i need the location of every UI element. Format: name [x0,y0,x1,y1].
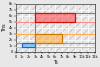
Y-axis label: Ths: Ths [2,23,7,32]
Polygon shape [35,34,62,43]
Polygon shape [35,13,75,22]
X-axis label: Ts: Ts [53,60,58,65]
Polygon shape [22,43,35,47]
